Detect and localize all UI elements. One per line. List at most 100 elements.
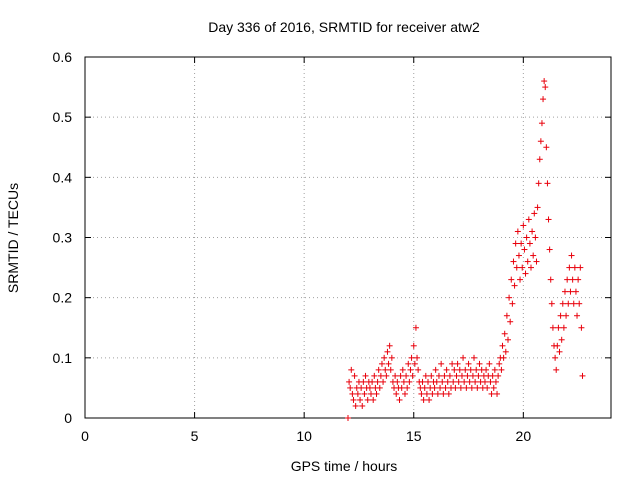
x-tick-label: 0 xyxy=(81,428,89,444)
x-tick-label: 20 xyxy=(516,428,532,444)
data-point xyxy=(380,378,387,385)
data-point xyxy=(500,354,507,361)
data-point xyxy=(456,366,463,373)
data-point xyxy=(461,378,468,385)
data-point xyxy=(498,366,505,373)
data-point xyxy=(399,366,406,373)
data-point xyxy=(552,354,559,361)
y-tick-label: 0 xyxy=(64,410,72,426)
data-point xyxy=(495,372,502,379)
data-point xyxy=(504,336,511,343)
data-point xyxy=(453,372,460,379)
data-point xyxy=(462,366,469,373)
data-point xyxy=(366,384,373,391)
data-point xyxy=(518,240,525,247)
data-point xyxy=(576,300,583,307)
data-point xyxy=(568,252,575,259)
data-point xyxy=(549,324,556,331)
data-point xyxy=(400,378,407,385)
data-point xyxy=(397,372,404,379)
data-point xyxy=(571,264,578,271)
y-tick-label: 0.2 xyxy=(53,290,73,306)
data-point xyxy=(440,390,447,397)
data-point xyxy=(465,360,472,367)
data-point xyxy=(349,390,356,397)
data-point xyxy=(535,180,542,187)
data-point xyxy=(546,246,553,253)
data-point xyxy=(371,372,378,379)
data-point xyxy=(420,396,427,403)
data-point xyxy=(513,264,520,271)
data-point xyxy=(439,378,446,385)
data-point xyxy=(499,342,506,349)
data-point xyxy=(536,156,543,163)
data-point xyxy=(346,378,353,385)
data-point xyxy=(565,300,572,307)
data-point xyxy=(408,354,415,361)
data-point xyxy=(472,378,479,385)
y-axis-label: SRMTID / TECUs xyxy=(5,183,21,293)
data-point xyxy=(435,372,442,379)
data-point xyxy=(467,366,474,373)
data-point xyxy=(555,324,562,331)
data-point xyxy=(421,384,428,391)
data-point xyxy=(521,246,528,253)
data-point xyxy=(452,384,459,391)
data-point xyxy=(566,264,573,271)
data-point xyxy=(475,372,482,379)
data-point xyxy=(374,378,381,385)
data-point xyxy=(388,354,395,361)
data-point xyxy=(579,372,586,379)
data-point xyxy=(473,366,480,373)
data-point xyxy=(438,360,445,367)
data-point xyxy=(486,360,493,367)
x-axis-label: GPS time / hours xyxy=(291,458,398,474)
data-point xyxy=(360,378,367,385)
data-point xyxy=(378,360,385,367)
data-point xyxy=(490,384,497,391)
data-point xyxy=(405,360,412,367)
data-point xyxy=(525,216,532,223)
data-point xyxy=(463,384,470,391)
y-tick-label: 0.6 xyxy=(53,49,73,65)
data-point xyxy=(458,372,465,379)
data-point xyxy=(519,264,526,271)
data-point xyxy=(532,234,539,241)
data-point xyxy=(345,415,351,421)
data-point xyxy=(545,216,552,223)
data-point xyxy=(351,372,358,379)
data-point xyxy=(468,384,475,391)
data-point xyxy=(401,390,408,397)
data-point xyxy=(506,294,513,301)
data-point xyxy=(361,390,368,397)
data-point xyxy=(460,354,467,361)
grid xyxy=(85,57,611,418)
data-point xyxy=(510,258,517,265)
data-point xyxy=(418,390,425,397)
data-point xyxy=(517,276,524,283)
x-tick-label: 15 xyxy=(406,428,422,444)
data-point xyxy=(377,372,384,379)
data-point xyxy=(556,348,563,355)
data-point xyxy=(531,210,538,217)
data-point xyxy=(489,372,496,379)
data-point xyxy=(446,372,453,379)
data-point xyxy=(544,180,551,187)
data-point xyxy=(526,240,533,247)
data-point xyxy=(488,390,495,397)
data-point xyxy=(570,300,577,307)
data-point xyxy=(398,384,405,391)
data-point xyxy=(426,396,433,403)
data-point xyxy=(445,390,452,397)
data-point xyxy=(451,366,458,373)
data-point xyxy=(554,342,561,349)
x-tick-label: 5 xyxy=(191,428,199,444)
data-point xyxy=(494,390,501,397)
data-point xyxy=(534,204,541,211)
data-point xyxy=(542,84,549,91)
data-point xyxy=(407,366,414,373)
data-point xyxy=(431,384,438,391)
axis-ticks: 0 5 10 15 20 0 0.1 0.2 0.3 0.4 0.5 0.6 xyxy=(53,49,611,444)
data-point xyxy=(424,378,431,385)
data-point xyxy=(412,324,419,331)
